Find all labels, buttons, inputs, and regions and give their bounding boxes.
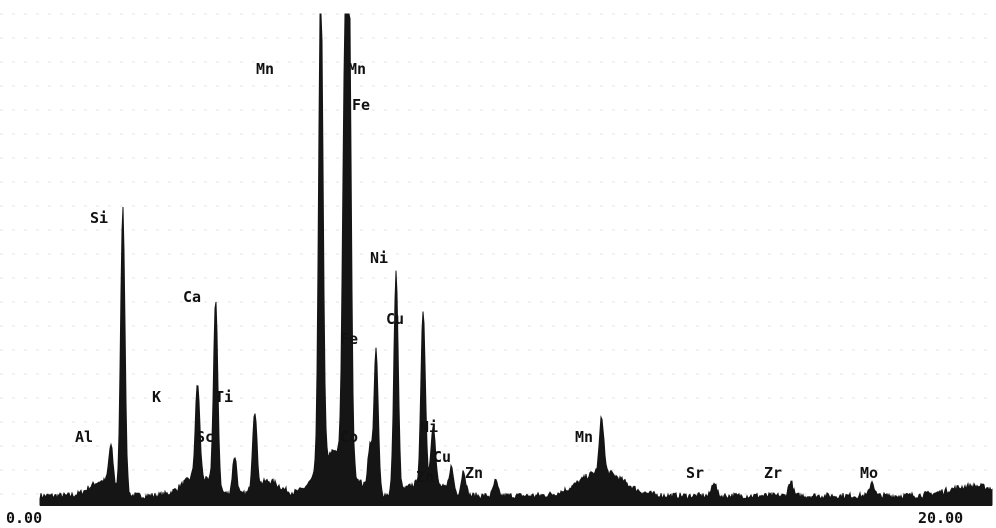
x-tick-label-max: 20.00	[918, 509, 963, 527]
peak-label-al: Al	[75, 428, 93, 446]
peak-label-fe: Fe	[340, 330, 358, 348]
x-tick-label-min: 0.00	[6, 509, 42, 527]
peak-label-sc: Sc	[196, 428, 214, 446]
spectrum-trace	[39, 13, 993, 506]
peak-label-zn: Zn	[465, 464, 483, 482]
peak-label-cu: Cu	[433, 448, 451, 466]
peak-labels: Al Si K Ca Sc Ti Mn Mn Fe Fe Co Ni Cu Ni Zn Cu Zn Mn Sr Zr M…	[75, 60, 878, 486]
peak-label-si: Si	[90, 209, 108, 227]
peak-label-ni: Ni	[420, 418, 438, 436]
peak-label-zr: Zr	[764, 464, 782, 482]
peak-label-co: Co	[340, 428, 358, 446]
peak-label-k: K	[152, 388, 161, 406]
peak-label-sr: Sr	[686, 464, 704, 482]
peak-label-ti: Ti	[215, 388, 233, 406]
peak-label-mn: Mn	[348, 60, 366, 78]
peak-label-ca: Ca	[183, 288, 201, 306]
peak-label-cu: Cu	[386, 310, 404, 328]
chart-grid	[0, 13, 996, 495]
peak-label-mn: Mn	[575, 428, 593, 446]
peak-label-mo: Mo	[860, 464, 878, 482]
peak-label-zn: Zn	[416, 468, 434, 486]
peak-label-ni: Ni	[370, 249, 388, 267]
peak-label-mn: Mn	[256, 60, 274, 78]
peak-label-fe: Fe	[352, 96, 370, 114]
